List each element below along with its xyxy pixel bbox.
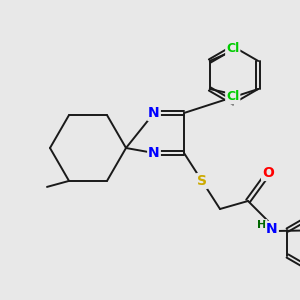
Text: N: N bbox=[148, 106, 160, 120]
Text: H: H bbox=[257, 220, 267, 230]
Text: Cl: Cl bbox=[226, 91, 239, 103]
Text: Cl: Cl bbox=[226, 43, 239, 56]
Text: O: O bbox=[262, 166, 274, 180]
Text: S: S bbox=[197, 174, 207, 188]
Text: N: N bbox=[148, 146, 160, 160]
Text: N: N bbox=[266, 222, 278, 236]
